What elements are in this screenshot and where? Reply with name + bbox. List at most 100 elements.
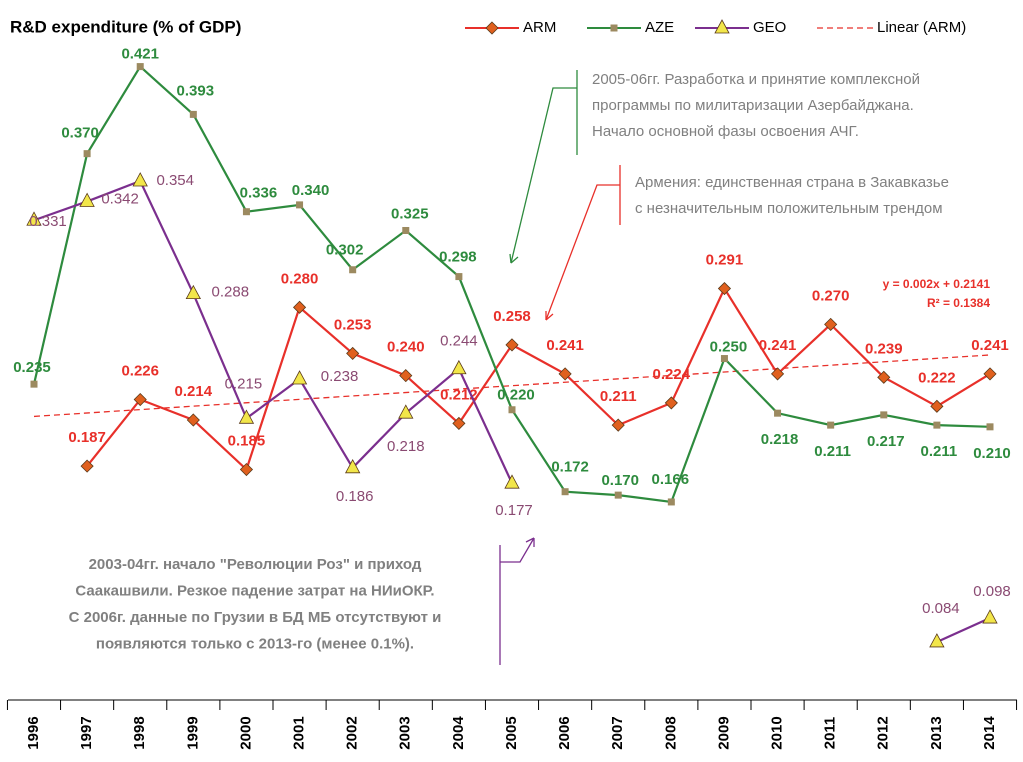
chart-title: R&D expenditure (% of GDP) [10,17,241,36]
marker [399,369,413,383]
annotation-arrows [499,70,621,665]
data-label: 0.187 [68,429,106,446]
marker [877,370,891,384]
marker [292,300,307,314]
data-label: 0.342 [101,190,139,207]
data-label: 0.298 [439,249,477,266]
x-tick-label: 2014 [981,716,998,750]
marker [242,208,250,216]
marker [614,491,622,499]
marker [30,380,38,388]
data-label: 0.291 [706,252,744,269]
data-label: 0.421 [121,46,159,63]
data-label: 0.084 [922,600,960,617]
marker [455,273,463,281]
series: 0.1870.2260.2140.1850.2800.2530.2400.212… [68,252,1009,477]
marker [558,367,572,381]
x-tick-label: 1999 [184,716,201,749]
x-tick-label: 2001 [291,716,308,749]
data-label: 0.210 [973,445,1011,462]
arrow-head [545,311,554,321]
marker [344,458,361,474]
marker [667,498,675,506]
data-label: 0.218 [761,431,799,448]
annotation: 2005-06гг. Разработка и принятие комплек… [592,71,920,88]
x-tick-label: 2004 [450,716,467,750]
annotation: появляются только с 2013-го (менее 0.1%)… [96,635,414,652]
marker [986,423,994,431]
data-label: 0.226 [121,362,159,379]
marker [402,226,410,234]
data-label: 0.331 [29,213,67,230]
data-label: 0.222 [918,369,956,386]
data-label: 0.172 [551,459,589,476]
annotation: С 2006г. данные по Грузии в БД МБ отсутс… [69,609,442,626]
data-label: 0.253 [334,316,372,333]
marker [80,459,94,473]
marker [933,421,941,429]
marker [79,192,95,207]
data-label: 0.302 [326,242,364,259]
x-tick-label: 1998 [131,716,148,749]
marker [398,404,414,419]
data-label: 0.270 [812,287,850,304]
marker [83,150,91,158]
marker [720,355,728,363]
data-label: 0.393 [177,82,215,99]
series: 0.235 0.370 0.421 0.393 0.336 0.340 0.302 0.325… [13,46,1011,506]
data-label: 0.258 [493,308,531,325]
x-tick-label: 2009 [715,716,732,749]
data-label: 0.218 [387,438,425,455]
x-tick-label: 2011 [822,717,839,750]
marker [824,317,838,331]
data-label: 0.235 [13,359,51,376]
x-tick-label: 2002 [344,716,361,749]
data-label: 0.340 [292,182,330,199]
marker [770,367,785,381]
marker [714,19,730,34]
x-tick-label: 2012 [875,716,892,749]
marker [239,462,254,477]
x-tick-label: 1996 [25,716,42,749]
arrow [545,165,621,321]
series-line [86,286,991,472]
marker [880,411,888,419]
marker [505,338,519,352]
x-tick-label: 2008 [662,716,679,749]
data-label: 0.215 [225,375,263,392]
data-label: 0.280 [281,270,319,287]
data-label: 0.186 [336,488,374,505]
marker [186,413,200,427]
data-label: 0.217 [867,433,905,450]
data-label: 0.241 [759,337,797,354]
marker [982,609,998,624]
annotation: Начало основной фазы освоения АЧГ. [592,123,859,140]
series-line [33,179,513,484]
data-label: 0.240 [387,339,425,356]
annotation: с незначительным положительным трендом [635,200,943,217]
data-label: 0.166 [652,471,690,488]
data-label: 0.224 [653,366,691,383]
marker [26,211,42,226]
data-label: 0.170 [601,472,639,489]
data-label: 0.241 [546,337,584,354]
marker [504,474,520,489]
arrow [499,537,535,665]
data-label: 0.098 [973,583,1011,600]
marker [561,488,569,496]
data-label: 0.220 [497,387,535,404]
data-label: 0.354 [156,172,194,189]
marker [291,370,308,385]
marker [451,359,467,375]
marker [610,24,618,32]
marker [774,409,782,417]
data-label: 0.214 [175,383,213,400]
marker [452,416,466,430]
legend-label: GEO [753,19,786,36]
x-tick-label: 2003 [397,716,414,749]
data-label: 0.238 [321,368,359,385]
x-tick-label: 2000 [237,716,254,749]
marker [238,409,255,424]
data-label: 0.241 [971,337,1009,354]
x-tick-label: 2010 [769,716,786,749]
